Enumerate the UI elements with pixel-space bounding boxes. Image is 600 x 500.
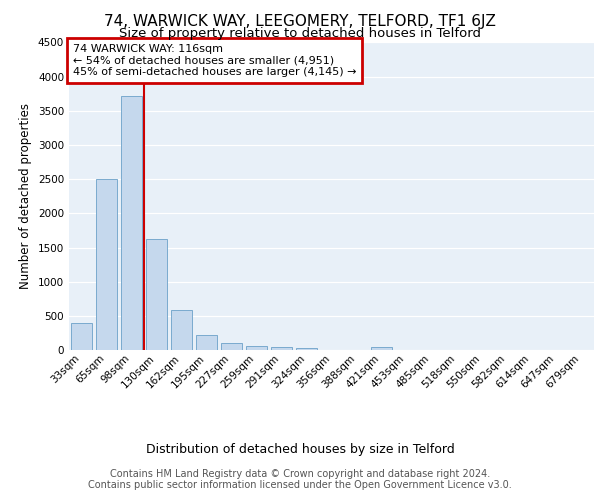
- Text: Size of property relative to detached houses in Telford: Size of property relative to detached ho…: [119, 28, 481, 40]
- Bar: [71, 324, 92, 350]
- Text: 74, WARWICK WAY, LEEGOMERY, TELFORD, TF1 6JZ: 74, WARWICK WAY, LEEGOMERY, TELFORD, TF1…: [104, 14, 496, 29]
- Bar: [121, 96, 142, 350]
- Bar: [246, 346, 267, 350]
- Bar: [296, 348, 317, 350]
- Y-axis label: Number of detached properties: Number of detached properties: [19, 104, 32, 289]
- Bar: [371, 347, 392, 350]
- Bar: [171, 310, 192, 350]
- Bar: [196, 335, 217, 350]
- Text: Contains HM Land Registry data © Crown copyright and database right 2024.: Contains HM Land Registry data © Crown c…: [110, 469, 490, 479]
- Bar: [221, 343, 242, 350]
- Text: Distribution of detached houses by size in Telford: Distribution of detached houses by size …: [146, 442, 454, 456]
- Bar: [146, 238, 167, 350]
- Text: 74 WARWICK WAY: 116sqm
← 54% of detached houses are smaller (4,951)
45% of semi-: 74 WARWICK WAY: 116sqm ← 54% of detached…: [73, 44, 356, 77]
- Bar: [271, 346, 292, 350]
- Text: Contains public sector information licensed under the Open Government Licence v3: Contains public sector information licen…: [88, 480, 512, 490]
- Bar: [96, 179, 117, 350]
